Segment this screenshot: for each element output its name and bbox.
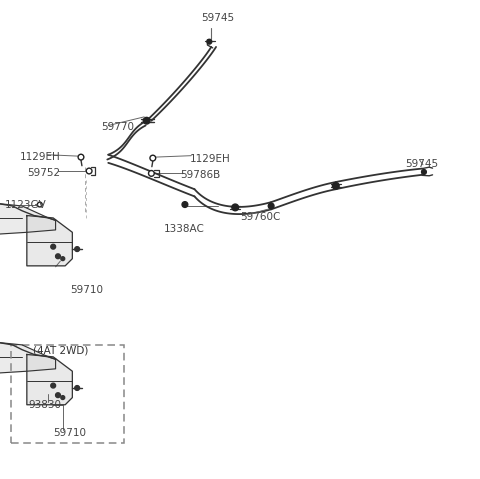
Circle shape [78, 154, 84, 160]
Circle shape [148, 171, 154, 176]
Circle shape [151, 157, 154, 160]
Circle shape [88, 170, 91, 172]
Text: 1338AC: 1338AC [163, 224, 204, 234]
Circle shape [37, 202, 42, 207]
Text: 59710: 59710 [70, 285, 103, 295]
Circle shape [268, 203, 274, 209]
Circle shape [51, 244, 56, 249]
Text: 59710: 59710 [53, 429, 86, 438]
Text: 59770: 59770 [101, 122, 134, 132]
Text: 1129EH: 1129EH [190, 154, 230, 164]
Circle shape [150, 172, 153, 175]
Text: 1123GV: 1123GV [4, 200, 46, 209]
Polygon shape [27, 354, 72, 405]
Polygon shape [0, 204, 56, 235]
Circle shape [80, 156, 83, 159]
Circle shape [150, 155, 156, 161]
Circle shape [182, 202, 188, 207]
Circle shape [56, 393, 60, 398]
Circle shape [143, 117, 150, 124]
Text: 93830: 93830 [28, 400, 61, 410]
Polygon shape [27, 216, 72, 266]
Text: 59752: 59752 [27, 169, 60, 178]
Text: 59745: 59745 [202, 13, 235, 23]
Polygon shape [0, 342, 56, 374]
Circle shape [333, 182, 339, 189]
Circle shape [86, 168, 92, 174]
Circle shape [61, 257, 65, 261]
Circle shape [39, 204, 41, 205]
Text: 1129EH: 1129EH [20, 152, 60, 162]
Text: (4AT 2WD): (4AT 2WD) [33, 346, 88, 355]
Circle shape [61, 396, 65, 399]
Circle shape [207, 39, 212, 44]
Circle shape [232, 204, 239, 211]
Circle shape [56, 254, 60, 259]
Text: 59760C: 59760C [240, 212, 280, 221]
Circle shape [75, 247, 80, 251]
Text: 59745: 59745 [405, 159, 438, 169]
Circle shape [51, 383, 56, 388]
Circle shape [421, 170, 426, 174]
Circle shape [75, 386, 80, 390]
Text: 59786B: 59786B [180, 170, 220, 180]
